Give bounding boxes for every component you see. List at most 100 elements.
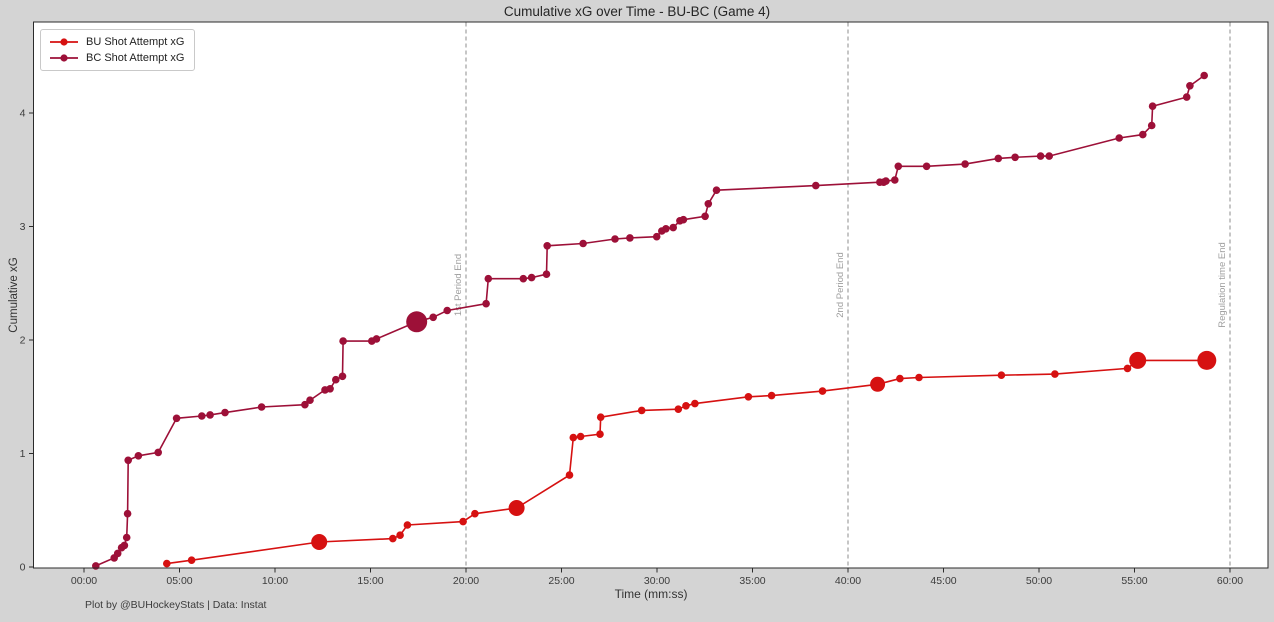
bc-data-point	[122, 533, 131, 542]
legend: BU Shot Attempt xG BC Shot Attempt xG	[40, 29, 196, 71]
bc-data-point	[429, 313, 438, 322]
bc-data-point	[338, 372, 347, 381]
y-tick-label: 3	[20, 221, 26, 233]
bc-data-point	[1011, 153, 1019, 162]
x-tick-label: 35:00	[739, 575, 765, 587]
bc-data-point	[1200, 71, 1208, 80]
chart-title: Cumulative xG over Time - BU-BC (Game 4)	[503, 4, 771, 19]
bu-data-point	[997, 371, 1006, 380]
bc-data-point	[154, 448, 162, 457]
bc-data-point	[812, 181, 820, 190]
bc-data-point	[326, 385, 334, 393]
bc-data-point	[701, 212, 709, 221]
bu-data-point	[403, 521, 412, 529]
bc-data-point	[611, 235, 619, 243]
bc-data-point	[443, 306, 452, 315]
period-end-annotation-1: 1st Period End	[453, 254, 464, 316]
bu-data-point	[163, 559, 171, 568]
bc-data-point	[652, 232, 661, 241]
x-tick-label: 00:00	[71, 575, 97, 587]
bu-line-marker-icon	[50, 38, 78, 46]
bc-data-point	[1182, 93, 1191, 101]
bc-data-point	[221, 408, 229, 417]
x-axis-label: Time (mm:ss)	[614, 587, 688, 601]
plot-area	[33, 22, 1268, 568]
axes-border	[33, 21, 1269, 569]
bc-data-point	[679, 215, 688, 224]
x-tick-label: 55:00	[1121, 575, 1147, 587]
x-tick-label: 40:00	[835, 575, 861, 587]
bu-data-point	[682, 402, 690, 410]
bu-data-point	[1123, 364, 1132, 373]
legend-label-bc: BC Shot Attempt xG	[86, 52, 185, 64]
bu-data-point	[1129, 351, 1147, 369]
bc-data-point	[484, 274, 493, 283]
bu-data-point	[896, 374, 904, 383]
bc-data-point	[579, 239, 587, 248]
period-end-annotation-2: 2nd Period End	[835, 252, 846, 318]
bu-data-point	[1197, 350, 1217, 370]
bu-data-point	[396, 531, 404, 539]
bc-data-point	[301, 400, 309, 409]
bc-data-point	[332, 375, 340, 384]
y-tick-label: 0	[20, 562, 26, 574]
bc-data-point	[406, 311, 428, 333]
bu-data-point	[691, 399, 699, 408]
bu-data-point	[596, 413, 605, 422]
bc-data-point	[669, 223, 677, 232]
bc-data-point	[519, 274, 528, 283]
bc-data-point	[372, 335, 381, 343]
bc-data-point	[542, 270, 551, 279]
bc-data-point	[704, 200, 713, 208]
bu-data-point	[637, 406, 646, 415]
x-tick-label: 45:00	[930, 575, 956, 587]
bc-data-point	[1036, 152, 1045, 160]
bc-data-point	[1147, 121, 1156, 130]
bc-data-point	[1115, 134, 1123, 142]
bc-data-point	[712, 186, 721, 194]
bu-data-point	[459, 517, 467, 526]
x-tick-label: 10:00	[262, 575, 288, 587]
bc-data-point	[894, 162, 903, 171]
bc-data-point	[961, 160, 969, 168]
bu-data-point	[576, 432, 585, 441]
bc-data-point	[172, 414, 181, 423]
bu-data-point	[915, 373, 923, 382]
x-tick-label: 20:00	[453, 575, 479, 587]
bc-data-point	[198, 412, 206, 420]
bu-data-point	[674, 405, 683, 414]
bc-series-line	[95, 74, 1205, 567]
bc-data-point	[891, 176, 899, 184]
bc-data-point	[1148, 102, 1157, 110]
x-tick-label: 30:00	[644, 575, 670, 587]
bu-data-point	[565, 471, 574, 479]
period-end-annotation-3: Regulation time End	[1217, 242, 1228, 328]
bc-data-point	[206, 411, 214, 419]
bc-data-point	[1186, 82, 1194, 90]
bc-data-point	[113, 549, 122, 558]
y-tick-label: 4	[20, 108, 26, 120]
bu-data-point	[187, 556, 196, 564]
x-tick-label: 15:00	[357, 575, 383, 587]
bu-data-point	[471, 509, 479, 518]
bc-data-point	[257, 403, 266, 411]
bc-data-point	[882, 177, 890, 185]
bc-data-point	[120, 541, 129, 550]
bu-data-point	[569, 433, 578, 442]
bu-data-point	[508, 500, 525, 516]
bu-data-point	[767, 391, 776, 400]
bc-data-point	[1045, 152, 1053, 160]
bc-data-point	[994, 154, 1003, 163]
bu-data-point	[596, 430, 604, 439]
y-axis-label: Cumulative xG	[8, 257, 20, 333]
bc-data-point	[626, 234, 634, 242]
x-tick-label: 50:00	[1026, 575, 1052, 587]
bu-data-point	[1051, 370, 1059, 378]
y-tick-label: 1	[20, 448, 26, 460]
y-tick-label: 2	[20, 335, 26, 347]
bu-data-point	[311, 534, 328, 550]
x-tick-label: 25:00	[548, 575, 574, 587]
legend-item-bu: BU Shot Attempt xG	[49, 36, 184, 48]
